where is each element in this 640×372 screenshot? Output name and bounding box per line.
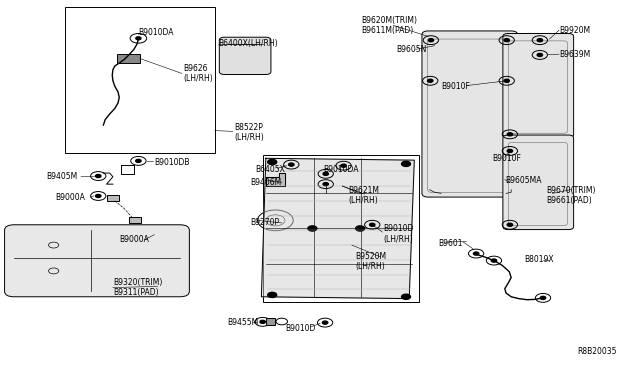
Text: B9270P: B9270P bbox=[250, 218, 279, 227]
Circle shape bbox=[323, 172, 328, 175]
Circle shape bbox=[401, 161, 410, 166]
Text: B9000A: B9000A bbox=[119, 235, 149, 244]
Circle shape bbox=[323, 321, 328, 324]
Circle shape bbox=[537, 39, 543, 42]
Text: B6405X: B6405X bbox=[255, 165, 285, 174]
Circle shape bbox=[508, 150, 513, 153]
Circle shape bbox=[341, 164, 346, 167]
Text: B9670(TRIM)
B9661(PAD): B9670(TRIM) B9661(PAD) bbox=[546, 186, 596, 205]
Bar bbox=[65, 7, 215, 153]
Text: B9406M: B9406M bbox=[250, 178, 281, 187]
Circle shape bbox=[508, 133, 513, 136]
Circle shape bbox=[492, 259, 497, 262]
Text: B9010F: B9010F bbox=[441, 82, 470, 91]
Bar bbox=[262, 155, 419, 302]
Circle shape bbox=[308, 226, 317, 231]
FancyBboxPatch shape bbox=[503, 33, 573, 137]
Text: B9010D: B9010D bbox=[285, 324, 316, 333]
Text: B9010DB: B9010DB bbox=[154, 157, 190, 167]
Circle shape bbox=[268, 160, 276, 164]
Text: B9520M
(LH/RH): B9520M (LH/RH) bbox=[355, 252, 386, 272]
Text: B9405M: B9405M bbox=[46, 172, 77, 181]
Circle shape bbox=[540, 296, 546, 299]
Text: B9000A: B9000A bbox=[56, 193, 85, 202]
Circle shape bbox=[508, 223, 513, 226]
Circle shape bbox=[474, 252, 479, 255]
Text: B9010DA: B9010DA bbox=[138, 28, 174, 37]
Bar bbox=[117, 54, 140, 63]
Polygon shape bbox=[261, 158, 414, 299]
FancyBboxPatch shape bbox=[4, 225, 189, 297]
Bar bbox=[164, 234, 176, 240]
Text: B9621M
(LH/RH): B9621M (LH/RH) bbox=[349, 186, 380, 205]
Text: B8522P
(LH/RH): B8522P (LH/RH) bbox=[234, 123, 264, 142]
Circle shape bbox=[95, 195, 101, 198]
FancyBboxPatch shape bbox=[422, 31, 518, 197]
Circle shape bbox=[136, 159, 141, 163]
Circle shape bbox=[289, 163, 294, 166]
Text: B9620M(TRIM)
B9611M(PAD): B9620M(TRIM) B9611M(PAD) bbox=[362, 16, 417, 35]
Text: B9626
(LH/RH): B9626 (LH/RH) bbox=[183, 64, 212, 83]
Text: B8019X: B8019X bbox=[524, 255, 554, 264]
Text: R8B20035: R8B20035 bbox=[577, 347, 616, 356]
Bar bbox=[107, 195, 118, 201]
Text: B9639M: B9639M bbox=[559, 51, 590, 60]
Circle shape bbox=[504, 39, 509, 42]
Text: B9605N: B9605N bbox=[396, 45, 427, 54]
Circle shape bbox=[401, 294, 410, 299]
FancyBboxPatch shape bbox=[220, 37, 271, 74]
Bar bbox=[266, 318, 275, 325]
Circle shape bbox=[155, 232, 160, 235]
Text: B9010F: B9010F bbox=[492, 154, 521, 163]
Text: B9920M: B9920M bbox=[559, 26, 590, 35]
Circle shape bbox=[428, 39, 433, 42]
FancyBboxPatch shape bbox=[503, 135, 573, 230]
Circle shape bbox=[268, 292, 276, 298]
Polygon shape bbox=[266, 173, 285, 186]
Text: B9010D
(LH/RH): B9010D (LH/RH) bbox=[384, 224, 414, 244]
Circle shape bbox=[136, 37, 141, 40]
Circle shape bbox=[537, 53, 543, 57]
Circle shape bbox=[369, 223, 375, 226]
Circle shape bbox=[504, 79, 509, 82]
Text: B6400X(LH/RH): B6400X(LH/RH) bbox=[218, 39, 278, 48]
Circle shape bbox=[323, 183, 328, 186]
Text: B9455M: B9455M bbox=[228, 318, 259, 327]
Bar bbox=[129, 217, 141, 223]
Circle shape bbox=[428, 79, 433, 82]
Circle shape bbox=[356, 226, 365, 231]
Text: B9601: B9601 bbox=[438, 239, 462, 248]
Circle shape bbox=[260, 320, 266, 323]
Circle shape bbox=[95, 174, 101, 177]
Text: B9605MA: B9605MA bbox=[505, 176, 541, 185]
Text: B9010DA: B9010DA bbox=[323, 165, 358, 174]
Text: B9320(TRIM)
B9311(PAD): B9320(TRIM) B9311(PAD) bbox=[113, 278, 163, 297]
